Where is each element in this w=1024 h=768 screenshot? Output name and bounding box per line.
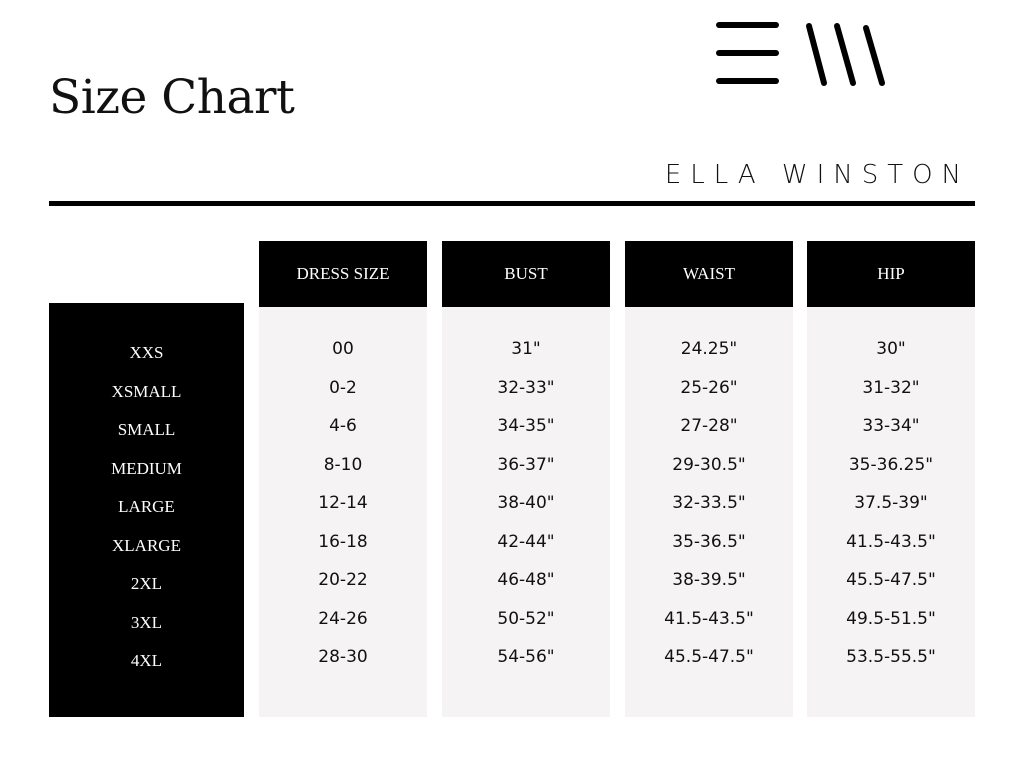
table-cell: 49.5-51.5" bbox=[846, 608, 936, 629]
table-cell: 12-14 bbox=[318, 493, 368, 513]
table-cell: 38-40" bbox=[497, 493, 555, 513]
size-label: SMALL bbox=[117, 420, 176, 439]
column-header: DRESS SIZE bbox=[259, 241, 427, 307]
size-label: XXS bbox=[129, 343, 164, 362]
table-cell: 41.5-43.5" bbox=[846, 531, 936, 552]
table-cell: 27-28" bbox=[680, 416, 738, 436]
table-cell: 24-26 bbox=[318, 608, 368, 629]
column-waist: WAIST 24.25" 25-26" 27-28" 29-30.5" 32-33.5"… bbox=[625, 241, 793, 717]
table-cell: 32-33" bbox=[497, 377, 555, 398]
table-cell: 24.25" bbox=[680, 339, 738, 359]
size-label: 2XL bbox=[130, 574, 163, 593]
table-cell: 31" bbox=[511, 339, 541, 359]
table-cell: 34-35" bbox=[497, 416, 555, 436]
table-cell: 42-44" bbox=[497, 531, 555, 552]
column-bust: BUST 31" 32-33" 34-35" 36-37" 38-40" 42-44" 46… bbox=[442, 241, 610, 717]
table-cell: 28-30 bbox=[318, 647, 368, 667]
table-cell: 30" bbox=[876, 339, 906, 359]
table-cell: 35-36.25" bbox=[848, 454, 934, 475]
table-cell: 54-56" bbox=[497, 647, 555, 667]
table-cell: 45.5-47.5" bbox=[846, 570, 936, 590]
size-label: 3XL bbox=[130, 612, 163, 632]
column-body: 30" 31-32" 33-34" 35-36.25" 37.5-39" 41.5-43.… bbox=[807, 307, 975, 717]
size-label: 4XL bbox=[130, 651, 163, 670]
column-header: WAIST bbox=[625, 241, 793, 307]
table-cell: 32-33.5" bbox=[672, 493, 746, 513]
column-body: 24.25" 25-26" 27-28" 29-30.5" 32-33.5" 35-36.… bbox=[625, 307, 793, 717]
table-cell: 31-32" bbox=[862, 377, 920, 398]
table-cell: 16-18 bbox=[318, 531, 368, 552]
table-cell: 4-6 bbox=[329, 416, 357, 436]
table-cell: 53.5-55.5" bbox=[846, 647, 936, 667]
column-body: 31" 32-33" 34-35" 36-37" 38-40" 42-44" 46-48" 5… bbox=[442, 307, 610, 717]
table-cell: 36-37" bbox=[497, 454, 555, 475]
table-cell: 0-2 bbox=[329, 377, 357, 398]
table-cell: 33-34" bbox=[862, 416, 920, 436]
table-cell: 41.5-43.5" bbox=[664, 608, 754, 629]
table-cell: 50-52" bbox=[497, 608, 555, 629]
table-cell: 37.5-39" bbox=[854, 493, 928, 513]
brand-name: ELLA WINSTON bbox=[664, 160, 970, 190]
page-title: Size Chart bbox=[49, 70, 295, 125]
divider bbox=[49, 201, 975, 206]
column-header: HIP bbox=[807, 241, 975, 307]
column-dress-size: DRESS SIZE 00 0-2 4-6 8-10 12-14 16-18 20-22 24… bbox=[259, 241, 427, 717]
table-cell: 46-48" bbox=[497, 570, 555, 590]
table-cell: 35-36.5" bbox=[672, 531, 746, 552]
size-label: LARGE bbox=[118, 497, 175, 516]
table-cell: 20-22 bbox=[318, 570, 368, 590]
column-header: BUST bbox=[442, 241, 610, 307]
table-cell: 25-26" bbox=[680, 377, 738, 398]
size-label: MEDIUM bbox=[111, 458, 182, 478]
table-cell: 29-30.5" bbox=[672, 454, 746, 475]
brand-logo-icon bbox=[716, 22, 885, 86]
table-cell: 38-39.5" bbox=[672, 570, 746, 590]
size-label: XLARGE bbox=[112, 535, 181, 555]
table-cell: 8-10 bbox=[323, 454, 363, 475]
column-body: 00 0-2 4-6 8-10 12-14 16-18 20-22 24-26 28-30 bbox=[259, 307, 427, 717]
size-label: XSMALL bbox=[111, 381, 182, 401]
size-labels-column: XXS XSMALL SMALL MEDIUM LARGE XLARGE 2XL 3XL 4XL bbox=[49, 303, 244, 717]
column-hip: HIP 30" 31-32" 33-34" 35-36.25" 37.5-39" 41.5… bbox=[807, 241, 975, 717]
table-cell: 45.5-47.5" bbox=[664, 647, 754, 667]
table-cell: 00 bbox=[332, 339, 354, 359]
